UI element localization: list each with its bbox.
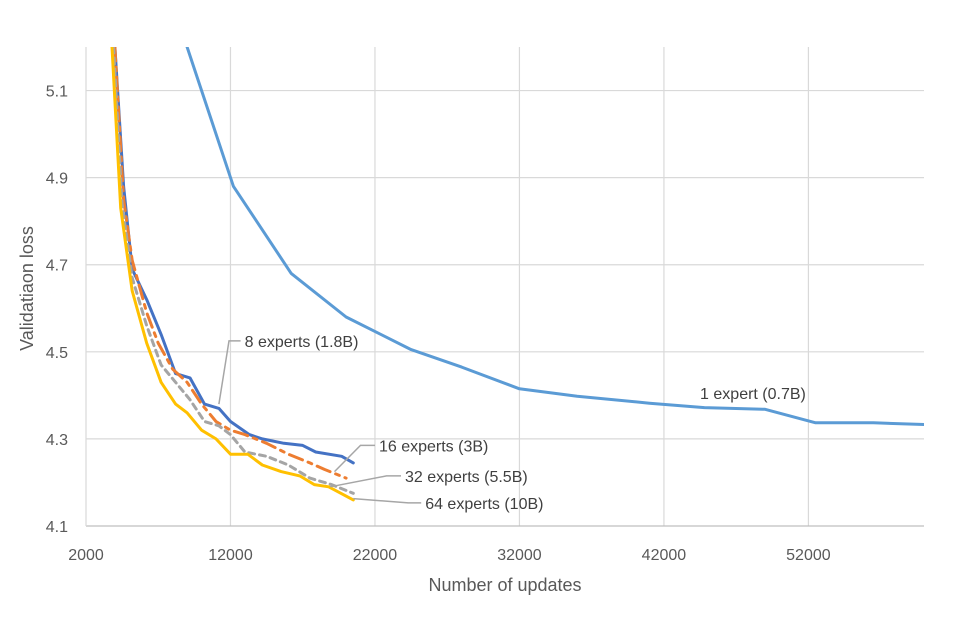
- series-line-2: [113, 47, 355, 465]
- series-lines: [110, 47, 924, 502]
- x-tick-label: 42000: [642, 547, 687, 564]
- x-tick-label: 32000: [497, 547, 542, 564]
- gridlines: [86, 47, 924, 526]
- series-line-3: [113, 47, 348, 480]
- axes: [85, 47, 924, 527]
- x-tick-label: 2000: [68, 547, 104, 564]
- series-line-4: [112, 47, 355, 495]
- series-annotation-label: 16 experts (3B): [379, 438, 488, 455]
- tick-labels: 2000 12000 22000 32000 42000 52000 4.1 4.3 4.5 4.…: [46, 84, 831, 564]
- x-tick-label: 12000: [208, 547, 253, 564]
- annotations: 1 expert (0.7B) 8 experts (1.8B) 16 expert…: [218, 334, 806, 513]
- y-tick-label: 4.1: [46, 519, 68, 536]
- series-line-1: [185, 47, 924, 426]
- y-tick-label: 4.7: [46, 258, 68, 275]
- x-tick-label: 22000: [353, 547, 398, 564]
- x-tick-label: 52000: [786, 547, 831, 564]
- series-annotation-label: 64 experts (10B): [425, 496, 543, 513]
- y-tick-label: 4.5: [46, 345, 68, 362]
- y-axis-title: Validatiaon loss: [17, 226, 37, 351]
- annotation-leader-line: [333, 444, 375, 473]
- series-annotation-label: 1 expert (0.7B): [700, 386, 806, 403]
- annotation-leader-line: [330, 475, 401, 488]
- y-tick-label: 4.9: [46, 171, 68, 188]
- annotation-leader-line: [353, 497, 422, 504]
- series-annotation-label: 8 experts (1.8B): [245, 334, 359, 351]
- y-tick-label: 5.1: [46, 84, 68, 101]
- series-annotation-label: 32 experts (5.5B): [405, 469, 528, 486]
- y-tick-label: 4.3: [46, 432, 68, 449]
- series-line-5: [110, 47, 355, 502]
- annotation-leader-line: [218, 340, 241, 405]
- x-axis-title: Number of updates: [428, 575, 581, 595]
